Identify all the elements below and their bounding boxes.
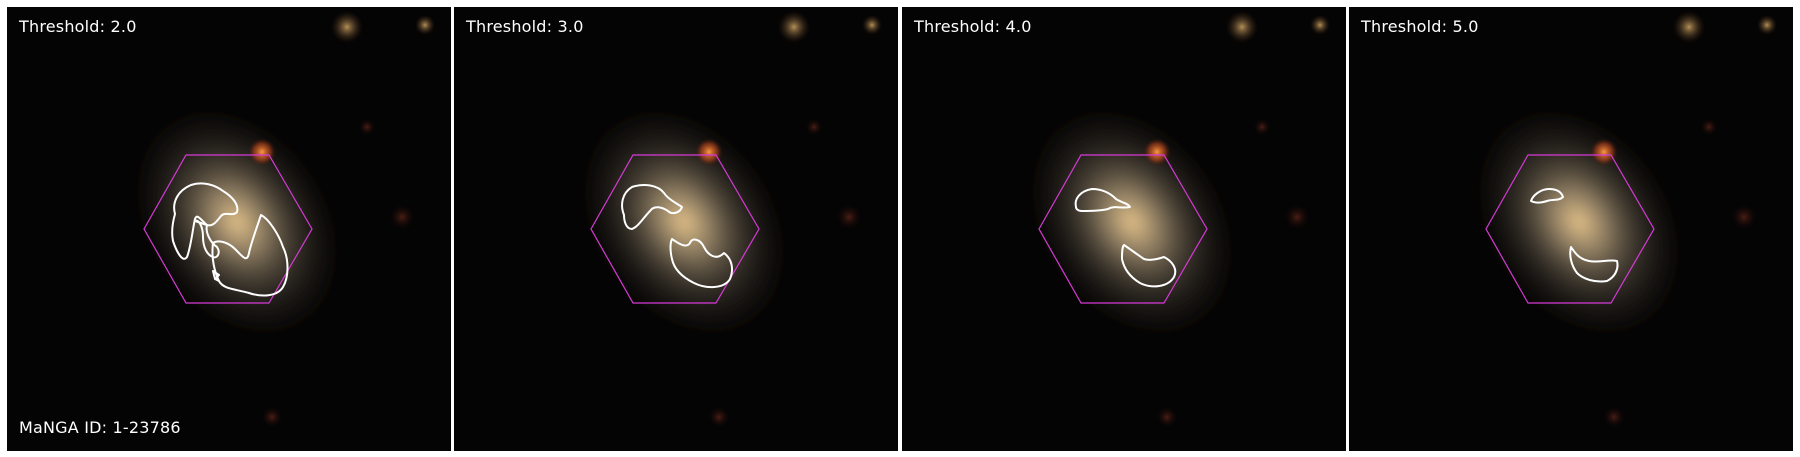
contour-lines [621,184,733,289]
contour-lines [171,182,289,297]
contour-lines [1074,188,1177,288]
threshold-label: Threshold: 5.0 [1361,17,1479,36]
threshold-label: Threshold: 3.0 [466,17,584,36]
image-panel-3: Threshold: 4.0 [902,7,1346,451]
manga-id-label: MaNGA ID: 1-23786 [19,418,181,437]
galaxy-image-4 [1349,7,1793,451]
galaxy-image-1 [7,7,451,451]
galaxy-image-3 [902,7,1346,451]
ifu-hexagon [1038,154,1208,304]
galaxy-image-2 [454,7,898,451]
contour-lines [1530,188,1619,283]
ifu-hexagon [143,154,313,304]
image-panel-1: Threshold: 2.0 MaNGA ID: 1-23786 [7,7,451,451]
threshold-label: Threshold: 2.0 [19,17,137,36]
image-panel-4: Threshold: 5.0 [1349,7,1793,451]
threshold-label: Threshold: 4.0 [914,17,1032,36]
image-panel-2: Threshold: 3.0 [454,7,898,451]
ifu-hexagon [590,154,760,304]
ifu-hexagon [1485,154,1655,304]
